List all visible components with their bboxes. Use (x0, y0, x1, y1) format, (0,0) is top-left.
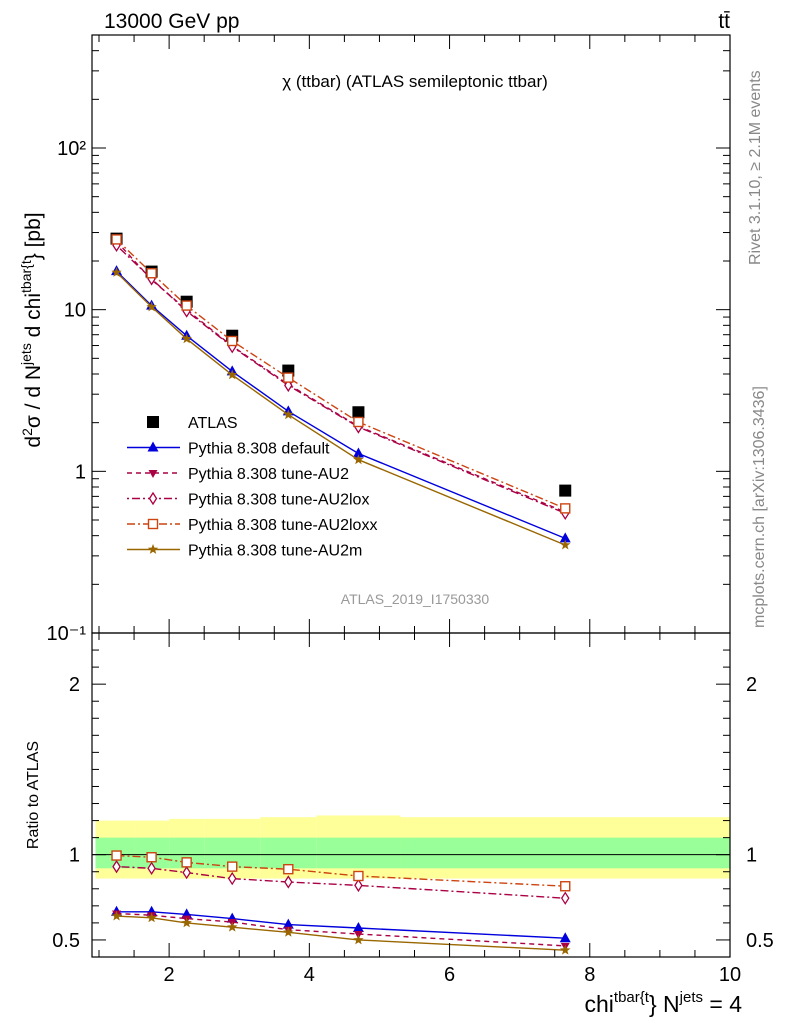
ratio-series-3-point (353, 870, 364, 882)
series-4-point (111, 234, 122, 245)
ratio-series-2-point (354, 878, 363, 893)
chart-title: χ (ttbar) (ATLAS semileptonic ttbar) (282, 72, 548, 91)
y-axis-title: d2σ / d Njets d chitbar{t} [pb] (18, 212, 45, 447)
x-tick-label: 8 (584, 964, 595, 986)
green-band-bin (260, 837, 317, 869)
x-axis: 2 4 6 8 10 (98, 35, 741, 986)
ratio-y-tick-label-right: 2 (746, 674, 757, 696)
legend-marker (148, 491, 158, 506)
ratio-series-3-point (283, 863, 294, 875)
series-0-point (559, 484, 572, 497)
ratio-series-3-point (181, 857, 192, 868)
legend-entry-label: Pythia 8.308 tune-AU2loxx (188, 517, 377, 534)
ratio-y-tick-label-right: 1 (746, 845, 757, 867)
series-5-point (283, 409, 294, 420)
ratio-series-4-point (560, 944, 571, 955)
series-4-point (227, 335, 238, 347)
legend-marker (147, 518, 159, 530)
ratio-series-4-point (181, 917, 192, 928)
green-band-bin (400, 837, 730, 869)
ratio-series-4-point (146, 912, 157, 923)
ratio-series-4-point (353, 934, 364, 945)
ratio-series-0-point (559, 932, 571, 943)
ratio-series-0-point (352, 922, 364, 933)
legend-entry-label: ATLAS (188, 415, 238, 432)
legend-entry-label: Pythia 8.308 default (188, 441, 330, 458)
series-5-point (146, 301, 157, 312)
rivet-version-text: Rivet 3.1.10, ≥ 2.1M events (747, 70, 764, 265)
green-band-bin (316, 837, 401, 869)
series-5-point (111, 266, 122, 277)
y-axis-label: d2σ / d Njets d chitbar{t} [pb] (18, 212, 45, 447)
legend: ATLAS Pythia 8.308 default Pythia 8.308 tu… (127, 415, 377, 560)
ratio-uncertainty-bands (91, 632, 731, 958)
series-1-point (352, 447, 364, 458)
analysis-watermark: ATLAS_2019_I1750330 (341, 591, 490, 607)
x-axis-title: chitbar{t} Njets = 4 (585, 989, 743, 1017)
ratio-series-3-point (111, 850, 122, 861)
series-4-point (146, 268, 157, 279)
x-tick-label: 10 (719, 964, 741, 986)
ratio-series-4-point (283, 926, 294, 937)
process-label: tt̄ (718, 10, 730, 33)
series-5-point (181, 333, 192, 344)
main-y-tick-label: 1 (75, 461, 86, 483)
ratio-series-2-point (560, 891, 570, 905)
ratio-y-tick-label: 0.5 (52, 930, 80, 952)
series-1-point (559, 532, 571, 543)
series-0-point (352, 406, 365, 419)
legend-marker (148, 470, 158, 478)
ratio-series-2-point (112, 859, 121, 874)
legend-marker (147, 544, 159, 554)
main-y-tick-label: 10² (57, 138, 86, 160)
x-tick-label: 6 (444, 964, 455, 986)
ratio-frame (91, 632, 731, 958)
ratio-series-2-point (147, 861, 156, 876)
ratio-series-3-point (560, 881, 571, 892)
ratio-y-axis: 0.5 0.5 1 1 2 2 (52, 649, 774, 952)
ratio-series-2-point (182, 865, 191, 880)
series-5-point (353, 454, 364, 465)
ratio-y-axis-label: Ratio to ATLAS (25, 741, 42, 849)
main-y-axis: 10⁻¹ 1 10 10² (47, 34, 730, 645)
legend-marker (147, 441, 159, 452)
ratio-series-2-point (227, 871, 237, 886)
ratio-series-4-point (227, 921, 238, 932)
ratio-y-tick-label-right: 0.5 (746, 930, 774, 952)
series-4-point (353, 416, 364, 428)
ratio-y-tick-label: 2 (69, 674, 80, 696)
series-5-point (560, 539, 571, 550)
legend-entry-label: Pythia 8.308 tune-AU2 (188, 466, 349, 483)
ratio-series-3-point (146, 852, 157, 863)
series-5-point (227, 369, 238, 380)
main-series-group (110, 232, 572, 550)
series-4-point (181, 300, 192, 311)
x-tick-label: 2 (164, 964, 175, 986)
ratio-series-2-point (284, 875, 293, 889)
main-y-tick-label: 10 (64, 300, 86, 322)
main-panel: 10⁻¹ 1 10 10² χ (ttbar) (ATLAS semileptonic… (18, 34, 731, 645)
mcplots-reference-text: mcplots.cern.ch [arXiv:1306.3436] (751, 386, 768, 628)
ratio-y-tick-label: 1 (69, 845, 80, 867)
ratio-panel: 0.5 0.5 1 1 2 2 Ratio to ATLAS (25, 632, 774, 958)
energy-label: 13000 GeV pp (104, 10, 239, 33)
ratio-series-group (111, 850, 571, 955)
legend-marker (147, 416, 159, 428)
legend-entry-label: Pythia 8.308 tune-AU2m (188, 543, 362, 560)
legend-entry-label: Pythia 8.308 tune-AU2lox (188, 492, 369, 509)
series-4-point (560, 503, 571, 514)
x-tick-label: 4 (304, 964, 315, 986)
series-4-point (283, 372, 294, 383)
main-y-tick-label: 10⁻¹ (47, 623, 87, 645)
x-axis-label: chitbar{t} Njets = 4 (585, 989, 743, 1017)
ratio-series-4-point (111, 910, 122, 921)
ratio-series-0-point (282, 918, 294, 929)
ratio-series-3-point (227, 861, 238, 872)
